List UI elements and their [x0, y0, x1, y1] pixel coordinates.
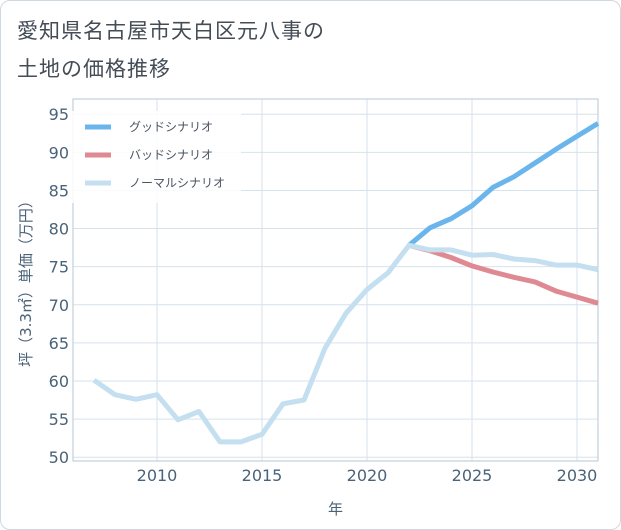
x-tick-label: 2030 — [557, 466, 598, 485]
legend: グッドシナリオ バッドシナリオ ノーマルシナリオ — [71, 111, 241, 203]
y-tick-label: 85 — [49, 181, 69, 200]
x-tick-label: 2020 — [347, 466, 388, 485]
chart-title-line-1: 愛知県名古屋市天白区元八事の — [17, 19, 325, 43]
y-tick-label: 65 — [49, 334, 69, 353]
series-group — [92, 121, 600, 445]
y-tick-label: 95 — [49, 105, 69, 124]
y-tick-label: 80 — [49, 220, 69, 239]
x-tick-label: 2010 — [137, 466, 178, 485]
y-tick-label: 90 — [49, 143, 69, 162]
grid — [73, 99, 598, 461]
axis-ticks: 50 55 60 65 70 75 80 85 90 95 2010 2015 2020 2025 2030 — [49, 105, 598, 485]
legend-label-normal: ノーマルシナリオ — [129, 176, 225, 190]
y-tick-label: 60 — [49, 372, 69, 391]
series-line-bad — [408, 242, 599, 306]
legend-label-good: グッドシナリオ — [129, 120, 213, 134]
x-tick-label: 2025 — [452, 466, 493, 485]
x-axis-label: 年 — [328, 500, 343, 518]
y-tick-label: 70 — [49, 296, 69, 315]
y-axis-label: 坪（3.3㎡）単価（万円） — [17, 193, 35, 367]
plot-area-frame — [72, 98, 599, 462]
y-tick-label: 55 — [49, 410, 69, 429]
legend-label-bad: バッドシナリオ — [129, 148, 213, 162]
series-line-good — [407, 121, 600, 248]
series-line-normal — [92, 242, 599, 445]
chart-title-line-2: 土地の価格推移 — [17, 57, 171, 81]
x-tick-label: 2015 — [242, 466, 283, 485]
y-tick-label: 75 — [49, 258, 69, 277]
y-tick-label: 50 — [49, 448, 69, 467]
